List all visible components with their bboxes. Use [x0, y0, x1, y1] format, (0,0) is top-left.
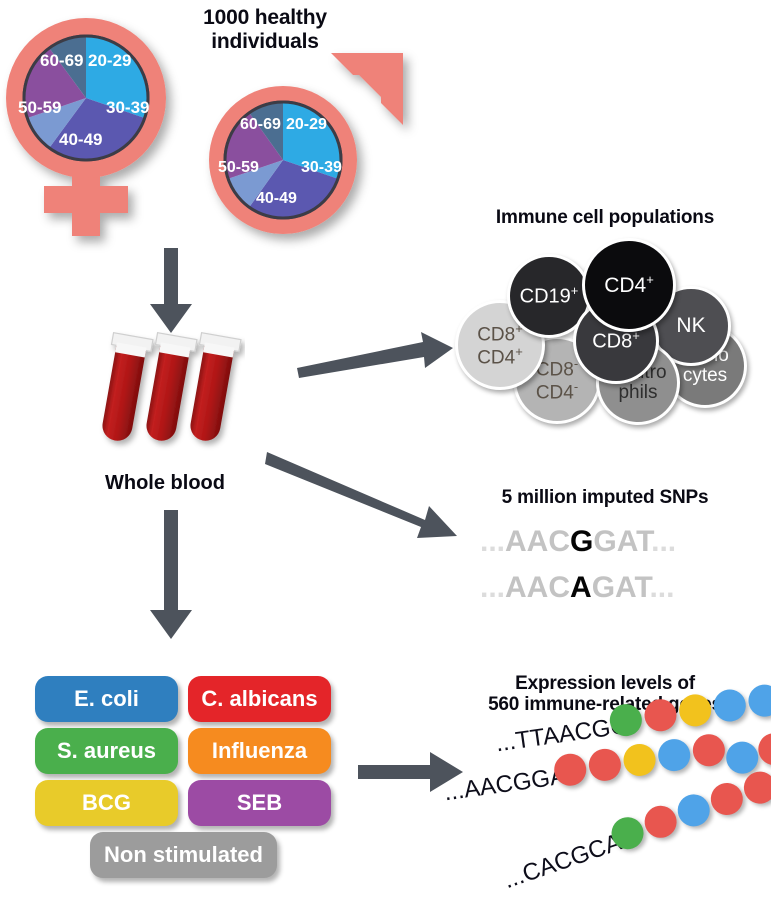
cell-sup-cd19: +: [570, 283, 579, 299]
cell-label-cd8n-line1: CD8: [535, 359, 574, 381]
stimulation-non-stimulated[interactable]: Non stimulated: [90, 832, 277, 878]
page-title-line2: individuals: [211, 29, 319, 53]
cell-label-cd8: CD8: [592, 331, 633, 354]
cell-label-nk: NK: [676, 314, 706, 338]
snp-right-2: GAT: [591, 571, 650, 604]
cell-sup-cd8: +: [632, 328, 640, 344]
snp-sequence-row-1: ...AACGGAT...: [480, 525, 676, 559]
stimulation-grid: E. coli C. albicans S. aureus Influenza …: [35, 676, 335, 894]
cell-label-cd4n-line2: CD4: [535, 382, 574, 404]
stimulation-c-albicans[interactable]: C. albicans: [188, 676, 331, 722]
whole-blood-label: Whole blood: [105, 472, 225, 494]
arrow-stimulations-to-expression: [358, 752, 464, 794]
cell-sup-cd4: +: [646, 272, 654, 288]
snp-variant-1: G: [570, 525, 594, 558]
immune-cell-cd19[interactable]: CD19+: [507, 254, 591, 338]
expression-bead: [640, 801, 681, 843]
snp-left-2: AAC: [505, 571, 571, 604]
cell-label-mono-2: cytes: [682, 365, 728, 386]
female-symbol: 20-29 30-39 40-49 50-59 60-69: [4, 10, 204, 245]
expression-title-line1: Expression levels of: [515, 673, 695, 694]
stimulation-s-aureus[interactable]: S. aureus: [35, 728, 178, 774]
snp-section-title: 5 million imputed SNPs: [501, 487, 709, 508]
arrow-blood-to-stimulations: [148, 510, 194, 640]
stimulation-seb[interactable]: SEB: [188, 780, 331, 826]
arrow-cohort-to-blood: [148, 248, 194, 334]
age-pie-female: [22, 34, 150, 162]
arrow-blood-to-immune: [295, 330, 455, 378]
cell-sup-minus-2: -: [573, 379, 579, 394]
stimulation-bcg[interactable]: BCG: [35, 780, 178, 826]
page-title: 1000 healthy individuals: [160, 6, 370, 53]
snp-prefix-2: ...: [480, 571, 506, 604]
expression-bead: [656, 737, 693, 774]
expression-strands: ...TTAACGG ...AACGGAT ...CACGCAA: [440, 682, 771, 920]
snp-right-1: GAT: [593, 525, 652, 558]
cell-sup-plus: +: [515, 321, 523, 337]
male-symbol: 20-29 30-39 40-49 50-59 60-69: [198, 48, 418, 248]
expression-bead: [621, 741, 658, 779]
snp-sequence-block: ...AACGGAT... ...AACAGAT...: [470, 525, 760, 620]
cell-label-cd4: CD4: [604, 274, 647, 298]
snp-variant-2: A: [570, 571, 592, 604]
page-title-line1: 1000 healthy: [203, 6, 327, 29]
expression-bead: [673, 790, 715, 831]
immune-cell-cd4[interactable]: CD4+: [582, 238, 676, 332]
blood-tubes-illustration: [95, 330, 242, 460]
stimulation-influenza[interactable]: Influenza: [188, 728, 331, 774]
cell-label-cd8-line1: CD8: [477, 324, 516, 346]
arrow-blood-to-snps: [265, 448, 460, 543]
expression-bead: [690, 732, 727, 769]
expression-bead: [586, 746, 623, 783]
snp-suffix-1: ...: [651, 525, 677, 558]
snp-sequence-row-2: ...AACAGAT...: [480, 571, 674, 605]
expression-bead: [706, 778, 748, 820]
snp-suffix-2: ...: [649, 571, 675, 604]
expression-bead: [756, 731, 771, 768]
stimulation-e-coli[interactable]: E. coli: [35, 676, 178, 722]
cell-label-cd4-line2: CD4: [477, 347, 516, 369]
expression-bead: [724, 739, 761, 776]
snp-left-1: AAC: [505, 525, 571, 558]
cell-label-neutro-2: phils: [618, 382, 658, 403]
cell-sup-plus-2: +: [515, 344, 523, 359]
age-pie-male: [223, 100, 343, 220]
cell-sup-minus: -: [573, 356, 579, 372]
immune-cell-cluster: CD8+ CD4+ CD19+ CD4+ NK CD8+ CD8- CD4- N…: [455, 238, 755, 425]
immune-section-title: Immune cell populations: [495, 207, 715, 228]
snp-prefix-1: ...: [480, 525, 506, 558]
cell-label-cd19: CD19: [519, 286, 571, 309]
